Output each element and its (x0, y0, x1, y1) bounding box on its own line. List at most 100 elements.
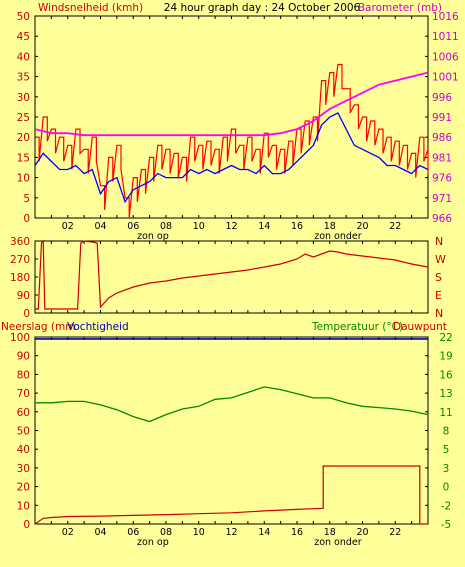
y2-tick-label: 1001 (432, 72, 459, 84)
y-tick-label: 30 (17, 92, 30, 104)
wind-barometer-panel: 0 5 10 15 20 25 30 35 40 45 50 966 971 976 981 986 991 99… (17, 11, 459, 242)
direction-degree-label: 360 (10, 236, 30, 248)
dewpoint-axis-title: Dauwpunt (393, 321, 447, 333)
y2-tick-label: 996 (432, 92, 452, 104)
y2-tick-label: 19 (439, 351, 452, 363)
x-tick-label: 02 (62, 527, 74, 538)
y-tick-label: 80 (17, 369, 30, 381)
y2-tick-label: 991 (432, 112, 452, 124)
x-tick-label: 18 (324, 527, 336, 538)
compass-label: N (435, 307, 443, 320)
y2-tick-label: 0 (443, 482, 450, 494)
x-tick-label: 06 (127, 527, 139, 538)
x-tick-label: 10 (193, 221, 205, 232)
temperature-line (35, 386, 429, 423)
y-tick-label: 35 (17, 72, 30, 84)
wind-direction-line (35, 239, 429, 310)
plot-area (34, 15, 429, 219)
y2-tick-label: 16 (439, 369, 453, 381)
rain-humidity-temp-panel: 0 10 20 30 40 50 60 70 80 90 100 -5 -2 0 3 5 8 11 13 16 19 22… (10, 332, 453, 548)
x-tick-label: 20 (356, 527, 368, 538)
y-tick-label: 70 (17, 388, 30, 400)
y2-tick-label: 1016 (432, 11, 459, 23)
temperature-axis-title: Temperatuur (°C) (311, 321, 403, 333)
x-tick-label: 06 (127, 221, 139, 232)
wind-average-line (34, 112, 429, 204)
y-tick-label: 0 (23, 519, 30, 531)
direction-degree-label: 90 (17, 290, 30, 302)
y-tick-label: 15 (17, 152, 30, 164)
y2-tick-label: 22 (439, 332, 452, 344)
x-tick-label: 08 (160, 527, 172, 538)
x-tick-label: 08 (160, 221, 172, 232)
rain-axis-title: Neerslag (mm (1, 321, 75, 333)
y2-tick-label: 11 (439, 407, 452, 419)
y2-tick-label: 13 (439, 388, 452, 400)
direction-degree-label: 270 (10, 254, 30, 266)
x-tick-label: 04 (94, 221, 106, 232)
y-tick-label: 10 (17, 500, 30, 512)
y-tick-label: 45 (17, 31, 30, 43)
y-tick-label: 25 (17, 112, 30, 124)
y2-tick-label: 971 (432, 193, 452, 205)
compass-label: S (435, 271, 442, 284)
x-tick-label: 18 (324, 221, 336, 232)
x-tick-label: 04 (94, 527, 106, 538)
y2-tick-label: 986 (432, 132, 452, 144)
barometer-axis-title: Barometer (mb) (358, 2, 442, 14)
compass-label: W (435, 253, 446, 266)
x-tick-label: 14 (258, 221, 270, 232)
y-tick-label: 10 (17, 173, 30, 185)
x-tick-label: 12 (225, 527, 237, 538)
y-tick-label: 90 (17, 351, 30, 363)
y-tick-label: 50 (17, 426, 30, 438)
x-tick-label: 16 (291, 527, 303, 538)
barometer-line (34, 71, 429, 137)
x-tick-label: 22 (389, 221, 401, 232)
x-tick-label: 22 (389, 527, 401, 538)
sun-label: zon op (137, 231, 169, 242)
y-tick-label: 30 (17, 463, 30, 475)
y-tick-label: 20 (17, 482, 30, 494)
y-tick-label: 100 (10, 332, 30, 344)
y2-tick-label: -5 (441, 519, 451, 531)
sun-label: zon onder (314, 537, 362, 548)
y-tick-label: 0 (23, 213, 30, 225)
direction-degree-label: 0 (23, 308, 30, 320)
y2-tick-label: 966 (432, 213, 452, 225)
y2-tick-label: 976 (432, 173, 452, 185)
rain-line (34, 465, 428, 525)
y-tick-label: 50 (17, 11, 30, 23)
x-tick-label: 02 (62, 221, 74, 232)
x-tick-label: 10 (193, 527, 205, 538)
plot-area (34, 240, 429, 314)
y-tick-label: 5 (23, 193, 30, 205)
x-tick-label: 16 (291, 221, 303, 232)
x-tick-label: 14 (258, 527, 270, 538)
y2-tick-label: 5 (443, 444, 450, 456)
plot-area (34, 336, 429, 525)
y-tick-label: 40 (17, 444, 30, 456)
sun-label: zon onder (314, 231, 362, 242)
y-tick-label: 20 (17, 132, 30, 144)
wind-axis-title: Windsnelheid (kmh) (38, 2, 143, 14)
y2-tick-label: 3 (443, 463, 450, 475)
x-tick-label: 20 (356, 221, 368, 232)
compass-label: E (435, 289, 442, 302)
y-tick-label: 60 (17, 407, 30, 419)
compass-label: N (435, 235, 443, 248)
direction-degree-label: 180 (10, 272, 30, 284)
wind-gust-line (35, 63, 429, 219)
y2-tick-label: 1006 (432, 51, 459, 63)
sun-label: zon op (137, 537, 169, 548)
y2-tick-label: 1011 (432, 31, 459, 43)
y2-tick-label: 8 (443, 426, 450, 438)
y2-tick-label: 981 (432, 152, 452, 164)
y2-tick-label: -2 (441, 500, 451, 512)
y-tick-label: 40 (17, 51, 30, 63)
chart-title: 24 hour graph day : 24 October 2006 (164, 2, 361, 14)
x-tick-label: 12 (225, 221, 237, 232)
